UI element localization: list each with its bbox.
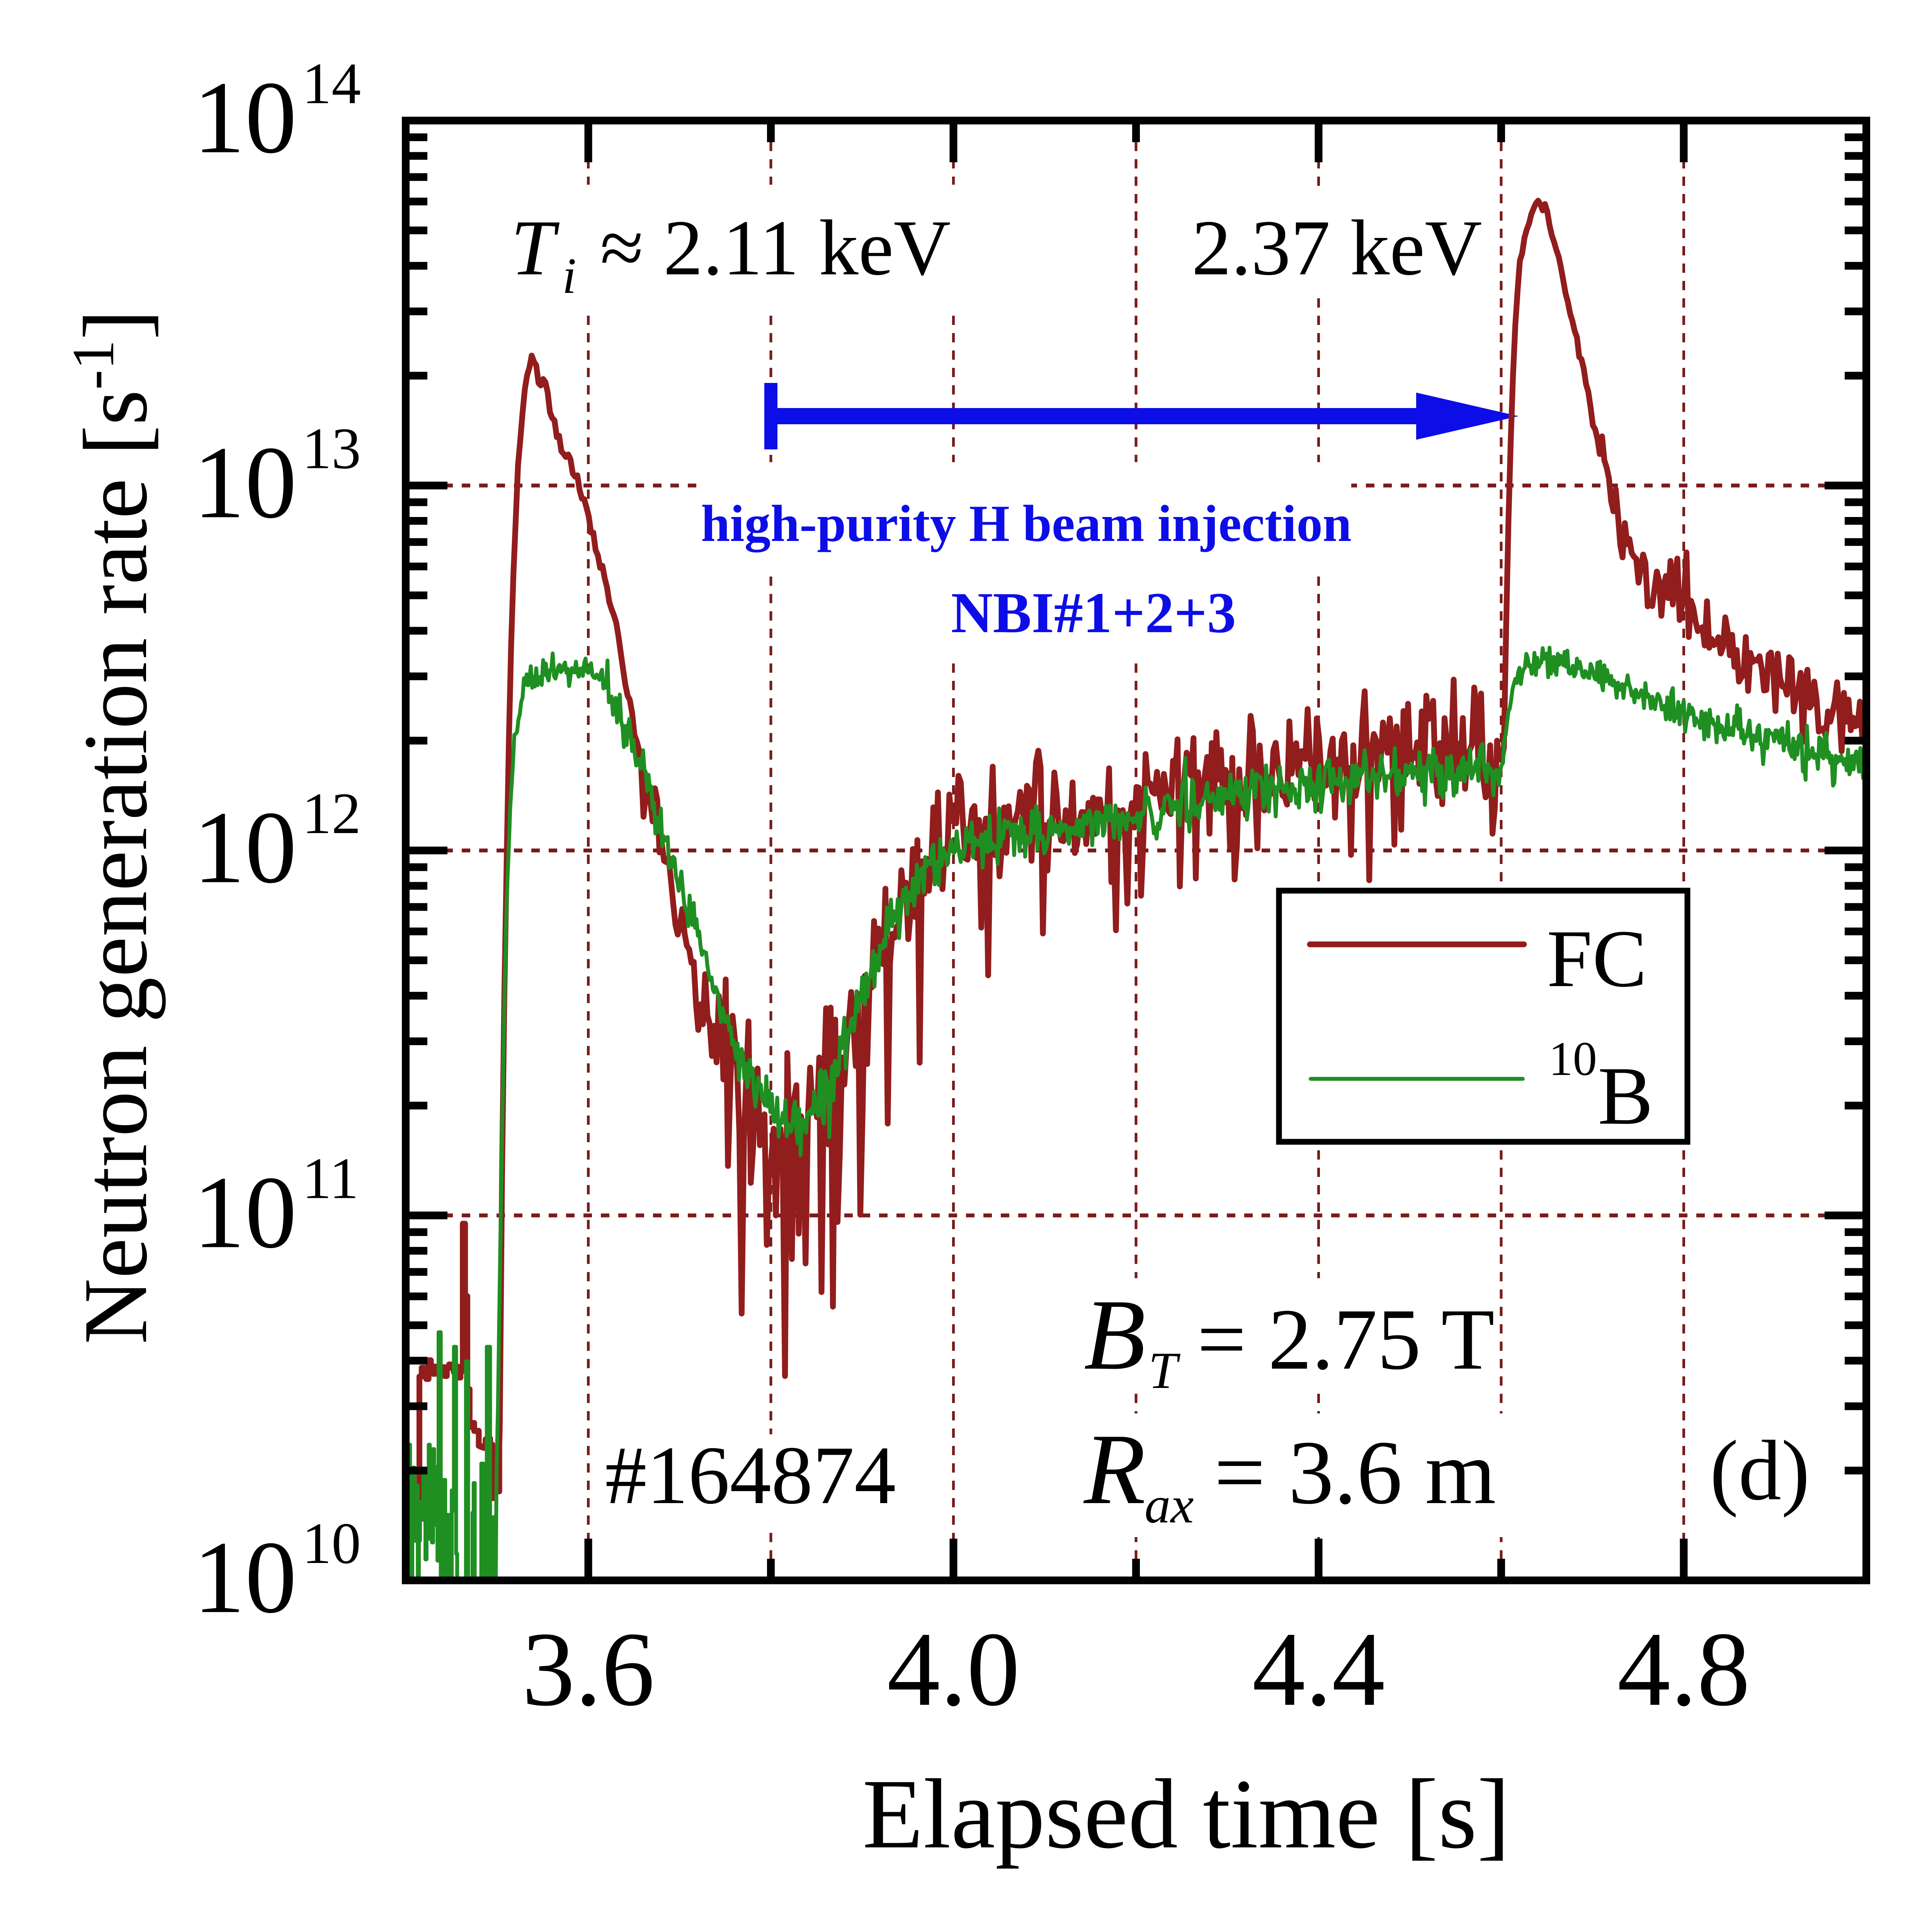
svg-text:high-purity H beam injection: high-purity H beam injection [701, 495, 1352, 553]
svg-text:NBI#1+2+3: NBI#1+2+3 [951, 581, 1236, 645]
svg-text:FC: FC [1547, 913, 1647, 1004]
svg-text:#164874: #164874 [605, 1429, 896, 1521]
svg-text:10: 10 [193, 60, 297, 175]
svg-text:≈ 2.11 keV: ≈ 2.11 keV [600, 204, 951, 292]
svg-text:11: 11 [302, 1146, 359, 1211]
svg-text:10: 10 [302, 1511, 361, 1576]
svg-text:4.0: 4.0 [887, 1611, 1020, 1728]
svg-text:ax: ax [1145, 1476, 1194, 1534]
svg-text:Neutron generation rate [s-1]: Neutron generation rate [s-1] [60, 310, 166, 1344]
svg-text:i: i [562, 247, 577, 304]
svg-text:10: 10 [193, 1155, 297, 1270]
svg-text:2.37 keV: 2.37 keV [1192, 204, 1482, 292]
svg-text:13: 13 [302, 416, 361, 481]
svg-text:(d): (d) [1710, 1423, 1810, 1518]
svg-text:14: 14 [302, 51, 361, 116]
svg-text:10: 10 [193, 425, 297, 540]
svg-text:Elapsed time [s]: Elapsed time [s] [862, 1759, 1510, 1869]
svg-text:10: 10 [193, 1520, 297, 1634]
svg-text:3.6: 3.6 [522, 1611, 655, 1728]
svg-text:10: 10 [1549, 1032, 1597, 1086]
svg-text:B: B [1084, 1279, 1146, 1391]
svg-text:12: 12 [302, 781, 361, 846]
svg-text:4.4: 4.4 [1252, 1611, 1385, 1728]
svg-text:T: T [1148, 1342, 1181, 1400]
svg-text:= 3.6 m: = 3.6 m [1214, 1422, 1496, 1523]
svg-text:T: T [511, 204, 560, 292]
svg-text:10: 10 [193, 790, 297, 905]
svg-text:= 2.75 T: = 2.75 T [1197, 1291, 1495, 1388]
svg-text:4.8: 4.8 [1617, 1611, 1750, 1728]
svg-text:B: B [1598, 1049, 1653, 1142]
svg-text:R: R [1082, 1413, 1146, 1525]
